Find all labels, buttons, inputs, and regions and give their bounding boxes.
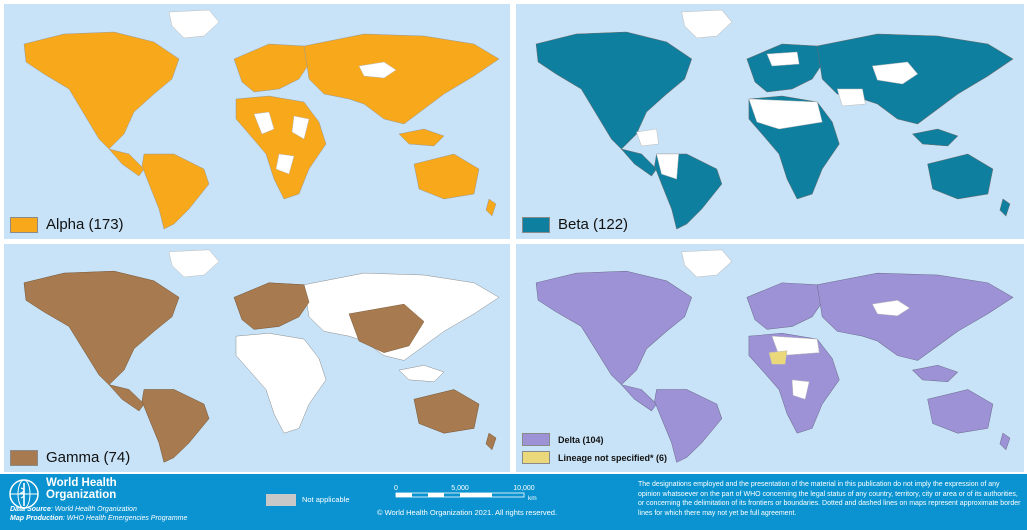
legend-swatch-beta bbox=[522, 216, 550, 233]
legend-swatch-lineage bbox=[522, 451, 550, 464]
world-map-beta bbox=[535, 9, 1014, 230]
greenland bbox=[681, 9, 733, 39]
legend-swatch-gamma bbox=[10, 449, 38, 466]
source-credits: Data Source: World Health Organization M… bbox=[10, 506, 187, 523]
legend-gamma: Gamma (74) bbox=[10, 449, 130, 466]
legend-label-delta: Delta (104) bbox=[558, 434, 604, 445]
scale-tick-2: 10,000 bbox=[513, 485, 535, 492]
legend-label-gamma: Gamma (74) bbox=[46, 449, 131, 466]
no-data-central-africa bbox=[791, 379, 810, 400]
not-applicable-label: Not applicable bbox=[302, 495, 350, 504]
world-map-alpha bbox=[23, 9, 500, 230]
no-data-mexico bbox=[636, 128, 659, 147]
legend-delta: Delta (104) bbox=[522, 433, 604, 446]
legend-label-beta: Beta (122) bbox=[558, 216, 629, 233]
scale-tick-0: 0 bbox=[394, 485, 398, 492]
who-logo-icon bbox=[9, 479, 39, 509]
map-panel-beta: Beta (122) bbox=[516, 4, 1024, 239]
legend-swatch-delta bbox=[522, 433, 550, 446]
org-name-line2: Organization bbox=[46, 489, 117, 501]
map-panel-gamma: Gamma (74) bbox=[4, 244, 510, 472]
disclaimer-text: The designations employed and the presen… bbox=[638, 481, 1021, 517]
no-data-central-africa bbox=[275, 153, 295, 175]
legend-lineage: Lineage not specified* (6) bbox=[522, 451, 667, 464]
world-map-gamma bbox=[23, 249, 500, 463]
org-name: World Health Organization bbox=[46, 477, 117, 501]
no-data-china bbox=[872, 61, 918, 85]
map-panel-delta: Delta (104) Lineage not specified* (6) bbox=[516, 244, 1024, 472]
copyright-text: © World Health Organization 2021. All ri… bbox=[377, 508, 558, 517]
no-data-europe bbox=[766, 51, 800, 67]
no-data-north-africa bbox=[771, 335, 820, 356]
map-production-label: Map Production bbox=[10, 514, 63, 522]
no-data-mongolia bbox=[872, 300, 911, 317]
scale-bar: 0 5,000 10,000 km bbox=[394, 485, 537, 502]
legend-beta: Beta (122) bbox=[522, 216, 628, 233]
mongolia bbox=[358, 61, 397, 79]
greenland bbox=[168, 9, 220, 39]
greenland bbox=[681, 249, 733, 278]
legend-label-lineage: Lineage not specified* (6) bbox=[558, 452, 668, 463]
legend-label-alpha: Alpha (173) bbox=[46, 216, 124, 233]
org-name-line1: World Health bbox=[46, 477, 117, 489]
data-source-value: : World Health Organization bbox=[50, 506, 137, 513]
legend-swatch-alpha bbox=[10, 216, 38, 233]
no-data-east-africa bbox=[291, 115, 310, 140]
gamma-south-east-asia bbox=[348, 303, 425, 353]
footer-bar: World Health Organization Data Source: W… bbox=[0, 474, 1027, 530]
no-data-north-africa bbox=[748, 98, 823, 130]
scale-unit: km bbox=[528, 495, 537, 502]
not-applicable-swatch bbox=[266, 494, 296, 506]
greenland bbox=[168, 249, 220, 278]
legend-alpha: Alpha (173) bbox=[10, 216, 124, 233]
lineage-not-specified-region bbox=[768, 350, 788, 365]
no-data-south-america bbox=[656, 153, 679, 180]
data-source-label: Data Source bbox=[10, 506, 51, 513]
no-data-west-africa bbox=[253, 111, 275, 135]
world-map-delta bbox=[535, 249, 1014, 463]
scale-tick-1: 5,000 bbox=[451, 485, 469, 492]
map-panel-alpha: Alpha (173) bbox=[4, 4, 510, 239]
map-production-value: : WHO Health Emergencies Programme bbox=[62, 514, 188, 522]
no-data-central-asia bbox=[836, 88, 866, 107]
